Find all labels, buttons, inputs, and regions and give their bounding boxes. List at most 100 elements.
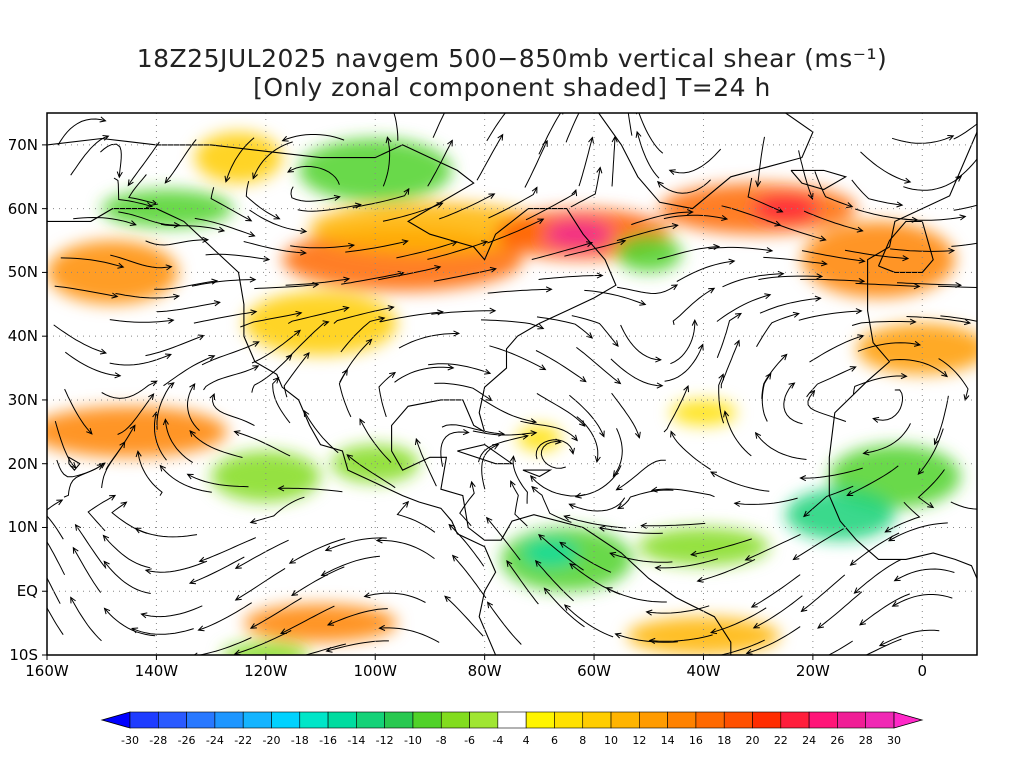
streamline — [801, 574, 846, 612]
streamline — [854, 558, 902, 594]
shear-region — [517, 425, 562, 451]
streamline-arrow — [545, 286, 553, 293]
streamline-arrow — [996, 286, 1002, 291]
streamline — [860, 151, 911, 183]
colorbar-swatch — [469, 711, 499, 729]
streamline-arrow — [531, 186, 538, 194]
streamline — [817, 591, 863, 629]
streamline-arrow — [893, 575, 901, 582]
streamline — [364, 592, 426, 603]
colorbar-swatch — [667, 711, 697, 729]
streamline-arrow — [188, 578, 197, 585]
streamline — [65, 351, 121, 377]
streamline-arrow — [279, 628, 288, 635]
streamline-arrow — [563, 604, 571, 611]
streamline-arrow — [792, 554, 800, 561]
streamline — [47, 541, 66, 576]
streamline-arrow — [754, 431, 762, 439]
streamline — [708, 246, 773, 252]
streamline-arrow — [234, 563, 242, 569]
shear-region — [801, 221, 956, 298]
streamline — [584, 289, 646, 305]
streamline — [164, 419, 193, 464]
streamline — [415, 438, 437, 487]
colorbar-swatch — [129, 711, 159, 729]
streamline — [759, 297, 821, 314]
streamline-arrow — [300, 227, 308, 234]
streamline-arrow — [765, 372, 772, 380]
streamline — [327, 608, 388, 626]
streamline-arrow — [233, 430, 241, 436]
streamline — [128, 174, 158, 205]
streamline — [800, 278, 865, 282]
streamline — [54, 420, 77, 469]
streamline-arrow — [295, 310, 303, 317]
streamline — [863, 423, 911, 454]
colorbar-label: -28 — [149, 734, 168, 747]
streamline — [576, 347, 621, 384]
streamline-arrow — [817, 622, 824, 629]
streamline — [487, 288, 552, 294]
streamline-arrow — [98, 462, 106, 469]
streamline-arrow — [671, 223, 679, 230]
streamline — [649, 634, 713, 642]
streamline — [510, 480, 528, 527]
streamline — [489, 345, 546, 371]
streamline — [56, 459, 103, 478]
streamline-arrow — [273, 213, 281, 220]
streamline — [803, 210, 863, 232]
streamline — [163, 355, 215, 387]
streamline-arrow — [165, 264, 173, 271]
streamline — [766, 220, 826, 241]
streamline — [716, 294, 771, 322]
streamline-arrow — [696, 576, 704, 583]
streamline-arrow — [853, 587, 861, 594]
lat-label: 20N — [7, 454, 38, 473]
streamline — [290, 244, 354, 249]
streamline-arrow — [902, 255, 910, 262]
lon-label: 120W — [244, 662, 288, 680]
streamline — [379, 627, 440, 643]
streamline-arrow — [639, 299, 647, 306]
shear-region — [243, 291, 398, 356]
streamline-arrow — [39, 529, 44, 535]
streamline-arrow — [734, 312, 742, 319]
coastline — [47, 208, 497, 655]
shear-region — [194, 132, 283, 184]
streamline-arrow — [209, 393, 216, 401]
streamline — [340, 317, 385, 353]
streamline-arrow — [780, 353, 788, 361]
streamline — [141, 605, 203, 618]
streamline-arrow — [766, 247, 774, 254]
streamline — [616, 224, 678, 242]
streamline-arrow — [612, 470, 619, 478]
colorbar-swatch — [497, 711, 527, 729]
streamline-arrow — [563, 514, 571, 521]
streamline — [889, 358, 948, 377]
streamline — [287, 165, 340, 185]
streamline — [710, 471, 770, 492]
streamline — [616, 459, 666, 491]
streamline — [691, 538, 752, 556]
streamline — [321, 555, 380, 576]
streamline-arrow — [904, 177, 912, 184]
streamline — [47, 606, 64, 635]
streamline-arrow — [164, 176, 171, 184]
streamline-arrow — [734, 339, 740, 347]
streamline — [851, 321, 916, 326]
streamline — [888, 522, 948, 542]
streamline-arrow — [213, 300, 221, 307]
streamline-arrow — [469, 480, 476, 488]
streamline — [873, 389, 904, 421]
streamline — [903, 175, 962, 191]
streamline-arrow — [534, 559, 542, 567]
streamline — [64, 388, 93, 435]
colorbar-label: -8 — [435, 734, 447, 747]
streamline — [646, 605, 710, 614]
shear-region — [309, 202, 551, 254]
streamline-arrow — [103, 560, 110, 568]
streamline-arrow — [378, 316, 386, 323]
streamline — [487, 602, 522, 645]
colorbar-swatch — [865, 711, 895, 729]
streamline — [756, 313, 799, 347]
